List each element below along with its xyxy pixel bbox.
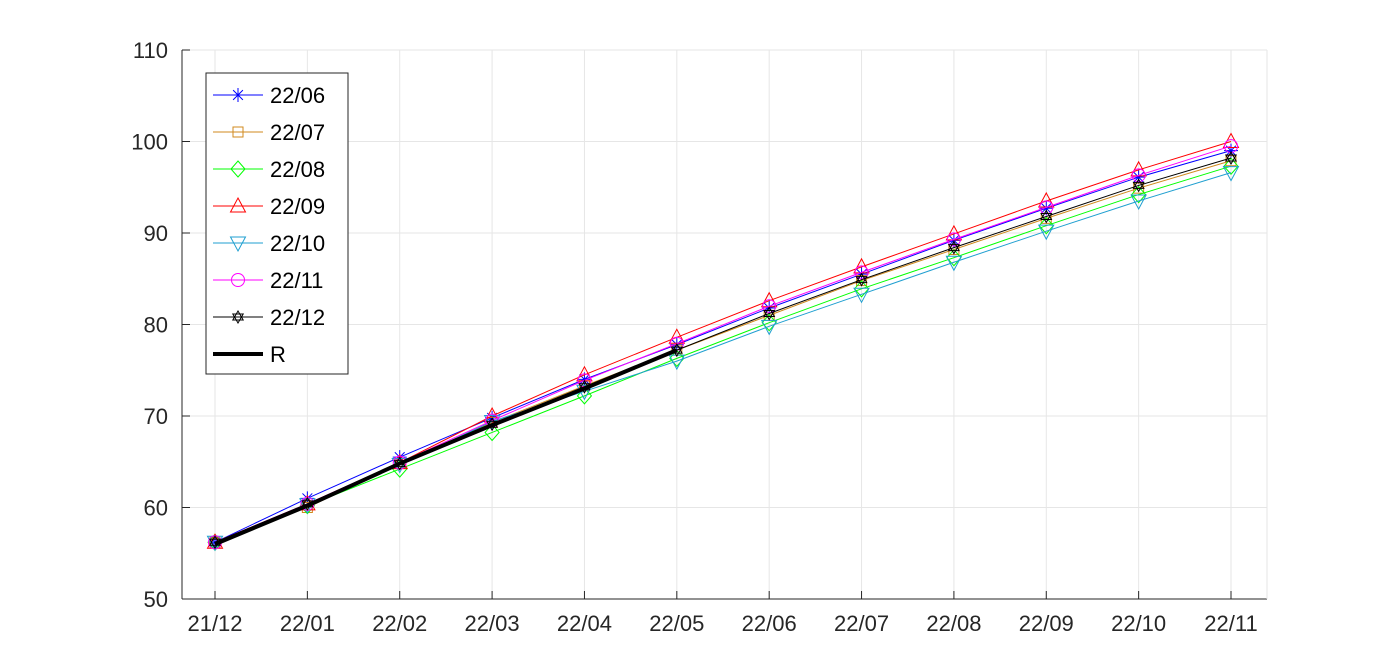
legend-box: [205, 72, 349, 375]
data-point-circle: [854, 265, 869, 280]
y-tick-label: 70: [144, 404, 168, 429]
data-point-diamond: [230, 160, 246, 178]
data-point-diamond: [1038, 216, 1054, 235]
legend-label: 22/06: [270, 83, 325, 108]
series-line: [214, 348, 678, 546]
x-tick-labels: 21/12 22/01 22/02 22/03 22/04 22/05 22/06 22/07…: [187, 611, 1257, 636]
data-point-circle: [762, 299, 777, 314]
data-point-hexagram: [763, 306, 776, 321]
legend-label: 22/11: [270, 268, 323, 293]
data-point-hexagram: [231, 309, 245, 325]
legend-item: 22/08: [213, 157, 325, 182]
series-R: [214, 348, 678, 546]
x-tick-label: 22/05: [649, 611, 704, 636]
data-point-triangle-up: [229, 196, 247, 213]
x-tick-label: 22/10: [1111, 611, 1166, 636]
data-point-triangle-down: [1037, 224, 1055, 241]
series-22-08: [207, 157, 1239, 552]
data-point-hexagram: [1040, 209, 1053, 224]
x-tick-label: 22/02: [372, 611, 427, 636]
x-tick-label: 22/07: [834, 611, 889, 636]
legend-item: 22/06: [213, 83, 325, 108]
legend: 22/06 22/07 22/08 22/09 22/10 22/11 22/12 R: [205, 72, 349, 375]
y-tick-labels: 50 60 70 80 90 100 110: [131, 38, 168, 612]
x-tick-label: 22/06: [742, 611, 797, 636]
data-point-triangle-down: [229, 236, 247, 253]
x-tick-label: 22/01: [280, 611, 335, 636]
data-point-diamond: [484, 423, 500, 442]
y-tick-label: 110: [133, 38, 168, 63]
legend-label: 22/10: [270, 231, 325, 256]
x-tick-label: 22/03: [465, 611, 520, 636]
legend-label: R: [270, 342, 286, 367]
legend-item: 22/12: [213, 305, 325, 330]
data-point-circle: [1131, 168, 1146, 183]
data-point-diamond: [1130, 185, 1147, 204]
legend-label: 22/07: [270, 120, 325, 145]
x-tick-label: 22/09: [1019, 611, 1074, 636]
data-point-diamond: [1223, 157, 1239, 175]
data-point-hexagram: [1132, 178, 1145, 193]
legend-item: 22/10: [213, 231, 325, 256]
y-tick-label: 100: [131, 130, 168, 155]
data-point-asterisk: [1039, 201, 1054, 216]
series-line: [214, 165, 1232, 543]
data-point-diamond: [853, 280, 870, 298]
data-point-triangle-down: [945, 255, 963, 272]
data-point-circle: [231, 273, 245, 287]
series-group: [206, 132, 1240, 552]
data-point-hexagram: [1224, 150, 1238, 165]
x-tick-label: 22/08: [926, 611, 981, 636]
y-tick-label: 60: [144, 496, 168, 521]
x-tick-label: 21/12: [187, 611, 242, 636]
data-point-triangle-down: [1222, 166, 1240, 182]
data-point-diamond: [669, 349, 685, 368]
data-point-hexagram: [947, 240, 960, 255]
data-point-asterisk: [1131, 170, 1146, 185]
x-tick-label: 22/04: [557, 611, 612, 636]
legend-item: R: [213, 342, 286, 367]
data-point-triangle-down: [1130, 194, 1147, 211]
legend-item: 22/07: [213, 120, 325, 145]
data-point-asterisk: [231, 88, 245, 102]
x-tick-label: 22/11: [1204, 611, 1257, 636]
data-point-triangle-down: [668, 354, 686, 371]
axes: [181, 49, 1268, 600]
legend-label: 22/08: [270, 157, 325, 182]
legend-label: 22/09: [270, 194, 325, 219]
data-point-circle: [946, 232, 961, 247]
series-line: [214, 150, 1232, 543]
y-tick-label: 90: [144, 221, 168, 246]
data-point-square: [232, 126, 244, 138]
data-point-triangle-down: [576, 384, 593, 401]
y-tick-label: 50: [144, 587, 168, 612]
data-point-asterisk: [1224, 143, 1238, 158]
data-point-asterisk: [577, 372, 592, 387]
legend-item: 22/11: [213, 268, 323, 293]
data-point-diamond: [946, 248, 962, 267]
data-point-triangle-down: [853, 287, 870, 304]
y-tick-label: 80: [144, 313, 168, 338]
legend-label: 22/12: [270, 305, 325, 330]
data-point-hexagram: [855, 272, 868, 287]
legend-item: 22/09: [213, 194, 325, 219]
